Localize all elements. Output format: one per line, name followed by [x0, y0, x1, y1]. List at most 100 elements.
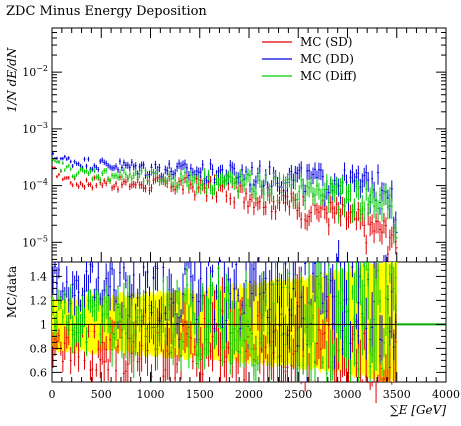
x-tick-label: 500 — [91, 388, 112, 401]
uncertainty-band — [391, 264, 394, 382]
main-plot-frame — [51, 27, 447, 263]
uncertainty-band — [251, 286, 254, 365]
uncertainty-band — [167, 292, 169, 359]
uncertainty-band — [192, 290, 195, 356]
uncertainty-band — [313, 275, 315, 369]
uncertainty-band — [287, 278, 289, 364]
x-tick-label: 1000 — [137, 388, 165, 401]
uncertainty-band — [66, 301, 69, 353]
uncertainty-band — [52, 298, 55, 349]
series-mc-diff- — [52, 157, 398, 245]
uncertainty-band — [328, 271, 331, 368]
uncertainty-band — [163, 294, 165, 354]
uncertainty-band — [316, 276, 319, 369]
uncertainty-band — [157, 290, 159, 354]
uncertainty-band — [267, 282, 270, 363]
uncertainty-band — [143, 295, 145, 357]
uncertainty-band — [303, 280, 305, 365]
uncertainty-band — [362, 264, 364, 376]
uncertainty-band — [354, 271, 356, 376]
uncertainty-band — [311, 274, 313, 371]
uncertainty-band — [275, 278, 277, 364]
uncertainty-band — [351, 271, 353, 376]
uncertainty-band — [336, 273, 339, 372]
uncertainty-band — [131, 293, 134, 353]
uncertainty-band — [116, 295, 118, 352]
legend-label: MC (Diff) — [300, 69, 357, 83]
x-tick-label: 1500 — [186, 388, 214, 401]
y-tick-label: 10−4 — [22, 178, 48, 193]
uncertainty-band — [381, 263, 384, 382]
uncertainty-band — [322, 272, 325, 369]
uncertainty-band — [338, 271, 341, 373]
uncertainty-band — [246, 288, 248, 363]
uncertainty-band — [121, 292, 124, 351]
uncertainty-band — [59, 296, 62, 349]
uncertainty-band — [277, 280, 279, 363]
uncertainty-band — [377, 265, 379, 380]
uncertainty-band — [188, 293, 191, 358]
uncertainty-band — [291, 279, 293, 368]
uncertainty-band — [271, 279, 274, 368]
uncertainty-band — [248, 282, 250, 365]
uncertainty-band — [230, 284, 232, 361]
uncertainty-band — [104, 296, 106, 349]
uncertainty-band — [52, 297, 54, 347]
uncertainty-band — [60, 301, 63, 349]
uncertainty-band — [224, 286, 226, 357]
uncertainty-band — [232, 287, 234, 359]
uncertainty-band — [153, 293, 155, 357]
uncertainty-band — [196, 294, 199, 361]
uncertainty-band — [358, 267, 360, 379]
uncertainty-band — [252, 283, 255, 364]
uncertainty-band — [378, 264, 380, 376]
uncertainty-band — [253, 280, 256, 362]
uncertainty-band — [168, 292, 170, 356]
uncertainty-band — [171, 292, 173, 359]
legend-label: MC (DD) — [300, 52, 354, 66]
uncertainty-band — [392, 262, 395, 382]
uncertainty-band — [249, 283, 252, 359]
uncertainty-band — [89, 297, 91, 355]
chart-title: ZDC Minus Energy Deposition — [6, 4, 207, 19]
uncertainty-band — [181, 292, 183, 355]
uncertainty-band — [137, 296, 140, 356]
uncertainty-band — [257, 287, 260, 360]
uncertainty-band — [395, 262, 398, 381]
uncertainty-band — [97, 300, 99, 350]
uncertainty-band — [259, 282, 262, 361]
uncertainty-band — [194, 294, 197, 362]
uncertainty-band — [98, 296, 100, 350]
uncertainty-band — [114, 297, 116, 350]
uncertainty-band — [238, 287, 240, 364]
uncertainty-band — [177, 294, 179, 358]
uncertainty-band — [368, 263, 370, 379]
uncertainty-band — [276, 279, 278, 368]
uncertainty-band — [201, 293, 204, 359]
uncertainty-band — [289, 281, 291, 364]
uncertainty-band — [180, 292, 182, 359]
uncertainty-band — [334, 269, 337, 372]
uncertainty-band — [326, 274, 329, 369]
uncertainty-band — [297, 282, 299, 363]
uncertainty-band — [123, 295, 126, 356]
uncertainty-band — [261, 286, 264, 365]
series-mc-dd- — [52, 152, 398, 238]
ratio-y-tick-label: 1.2 — [30, 294, 48, 307]
uncertainty-band — [387, 263, 390, 382]
uncertainty-band — [342, 270, 344, 375]
uncertainty-band — [348, 271, 350, 373]
uncertainty-band — [204, 292, 207, 359]
uncertainty-band — [85, 294, 87, 351]
ratio-y-axis-label: MC/data — [5, 266, 19, 318]
uncertainty-band — [139, 297, 142, 357]
y-axis-label: 1/N dE/dN — [5, 47, 19, 112]
y-tick-label: 10−3 — [22, 121, 48, 136]
uncertainty-band — [301, 278, 303, 369]
x-tick-label: 2000 — [235, 388, 263, 401]
uncertainty-band — [179, 289, 181, 355]
uncertainty-band — [214, 286, 216, 358]
uncertainty-band — [210, 289, 212, 361]
uncertainty-band — [222, 290, 224, 362]
